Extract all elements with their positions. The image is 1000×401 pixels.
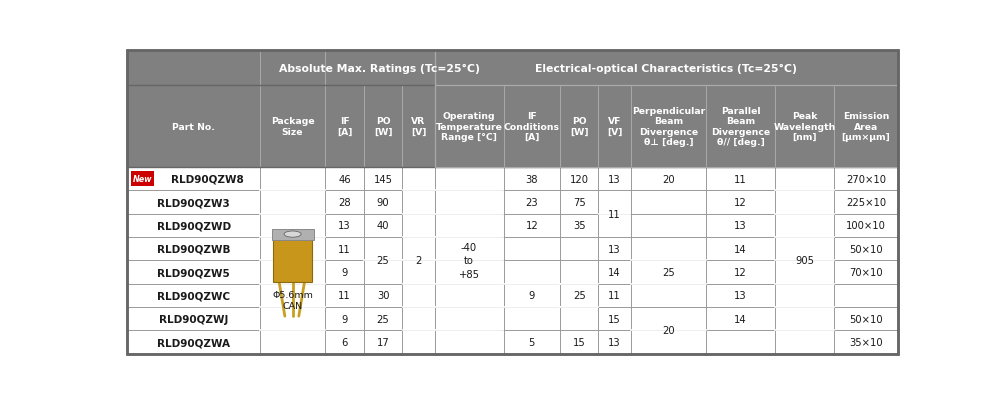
Text: 9: 9 bbox=[341, 314, 348, 324]
Bar bbox=[127, 307, 898, 330]
Text: IF
Conditions
[A]: IF Conditions [A] bbox=[504, 112, 560, 142]
Text: VF
[V]: VF [V] bbox=[607, 117, 622, 136]
Text: 14: 14 bbox=[734, 244, 747, 254]
Bar bbox=[435, 86, 898, 168]
Text: 35: 35 bbox=[573, 221, 586, 231]
Bar bbox=[127, 51, 898, 86]
Text: IF
[A]: IF [A] bbox=[337, 117, 352, 136]
Text: PO
[W]: PO [W] bbox=[570, 117, 588, 136]
Text: 100×10: 100×10 bbox=[846, 221, 886, 231]
Text: RLD90QZW3: RLD90QZW3 bbox=[157, 198, 230, 208]
Text: Operating
Temperature
Range [°C]: Operating Temperature Range [°C] bbox=[436, 112, 502, 142]
Text: Part No.: Part No. bbox=[172, 122, 215, 132]
Text: 15: 15 bbox=[573, 337, 586, 347]
Text: Φ5.6mm
CAN: Φ5.6mm CAN bbox=[272, 291, 313, 310]
Ellipse shape bbox=[284, 231, 301, 238]
Text: 13: 13 bbox=[608, 244, 621, 254]
Text: 28: 28 bbox=[338, 198, 351, 208]
Text: 13: 13 bbox=[608, 174, 621, 184]
Bar bbox=[127, 330, 898, 354]
Text: Perpendicular
Beam
Divergence
θ⊥ [deg.]: Perpendicular Beam Divergence θ⊥ [deg.] bbox=[632, 107, 705, 147]
Bar bbox=[127, 261, 898, 284]
Text: 11: 11 bbox=[338, 291, 351, 301]
Text: 13: 13 bbox=[608, 337, 621, 347]
Text: 50×10: 50×10 bbox=[849, 314, 883, 324]
Text: 46: 46 bbox=[338, 174, 351, 184]
Text: 14: 14 bbox=[608, 267, 621, 277]
Text: Parallel
Beam
Divergence
θ// [deg.]: Parallel Beam Divergence θ// [deg.] bbox=[711, 107, 770, 147]
Text: 30: 30 bbox=[377, 291, 389, 301]
Text: RLD90QZWB: RLD90QZWB bbox=[157, 244, 230, 254]
Text: 13: 13 bbox=[734, 291, 747, 301]
Text: Package
Size: Package Size bbox=[271, 117, 314, 136]
Text: 11: 11 bbox=[734, 174, 747, 184]
Text: 23: 23 bbox=[525, 198, 538, 208]
Text: Peak
Wavelength
[nm]: Peak Wavelength [nm] bbox=[773, 112, 836, 142]
Text: 2: 2 bbox=[415, 256, 422, 266]
Bar bbox=[127, 237, 898, 261]
Bar bbox=[272, 230, 314, 241]
Bar bbox=[435, 51, 898, 86]
Text: RLD90QZWJ: RLD90QZWJ bbox=[159, 314, 228, 324]
Text: -40
to
+85: -40 to +85 bbox=[459, 243, 480, 279]
Text: 12: 12 bbox=[525, 221, 538, 231]
Text: 120: 120 bbox=[570, 174, 589, 184]
Text: 905: 905 bbox=[795, 256, 814, 266]
Bar bbox=[127, 168, 898, 191]
Text: 25: 25 bbox=[377, 314, 389, 324]
Text: Emission
Area
[μm×μm]: Emission Area [μm×μm] bbox=[842, 112, 890, 142]
Text: RLD90QZWD: RLD90QZWD bbox=[157, 221, 231, 231]
Text: RLD90QZWA: RLD90QZWA bbox=[157, 337, 230, 347]
Text: Electrical-optical Characteristics (Tc=25°C): Electrical-optical Characteristics (Tc=2… bbox=[535, 64, 797, 74]
Text: 38: 38 bbox=[526, 174, 538, 184]
Text: Absolute Max. Ratings (Tc=25°C): Absolute Max. Ratings (Tc=25°C) bbox=[279, 64, 480, 74]
Text: 145: 145 bbox=[374, 174, 393, 184]
Text: RLD90QZW8: RLD90QZW8 bbox=[171, 174, 244, 184]
Text: 25: 25 bbox=[662, 267, 675, 277]
Text: 12: 12 bbox=[734, 198, 747, 208]
Text: 20: 20 bbox=[662, 326, 675, 336]
Text: 17: 17 bbox=[377, 337, 389, 347]
Text: 9: 9 bbox=[341, 267, 348, 277]
Text: 70×10: 70×10 bbox=[849, 267, 883, 277]
Text: 6: 6 bbox=[341, 337, 348, 347]
Text: 20: 20 bbox=[662, 174, 675, 184]
Text: 13: 13 bbox=[734, 221, 747, 231]
Text: 50×10: 50×10 bbox=[849, 244, 883, 254]
Text: 40: 40 bbox=[377, 221, 389, 231]
Bar bbox=[273, 239, 312, 282]
Text: 90: 90 bbox=[377, 198, 389, 208]
Bar bbox=[127, 191, 898, 214]
Text: 11: 11 bbox=[608, 291, 621, 301]
Text: RLD90QZW5: RLD90QZW5 bbox=[157, 267, 230, 277]
Text: 270×10: 270×10 bbox=[846, 174, 886, 184]
Text: 15: 15 bbox=[608, 314, 621, 324]
Text: PO
[W]: PO [W] bbox=[374, 117, 392, 136]
Text: 12: 12 bbox=[734, 267, 747, 277]
Text: 13: 13 bbox=[338, 221, 351, 231]
Text: 11: 11 bbox=[338, 244, 351, 254]
Text: VR
[V]: VR [V] bbox=[411, 117, 426, 136]
Text: 5: 5 bbox=[529, 337, 535, 347]
Bar bbox=[127, 214, 898, 237]
Text: New: New bbox=[133, 175, 153, 184]
Text: 11: 11 bbox=[608, 209, 621, 219]
Text: 225×10: 225×10 bbox=[846, 198, 886, 208]
Text: 25: 25 bbox=[377, 256, 389, 266]
Text: RLD90QZWC: RLD90QZWC bbox=[157, 291, 230, 301]
Text: 9: 9 bbox=[529, 291, 535, 301]
Bar bbox=[127, 284, 898, 307]
Text: 75: 75 bbox=[573, 198, 586, 208]
Text: 25: 25 bbox=[573, 291, 586, 301]
Bar bbox=[127, 86, 898, 168]
Text: 14: 14 bbox=[734, 314, 747, 324]
Text: 35×10: 35×10 bbox=[849, 337, 883, 347]
Bar bbox=[131, 172, 154, 187]
